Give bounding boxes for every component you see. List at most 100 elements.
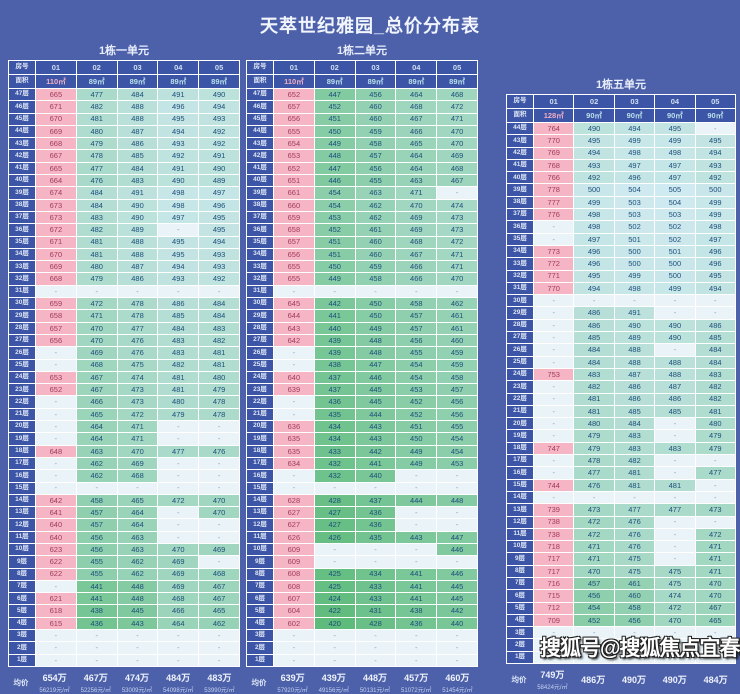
dash-cell: - bbox=[76, 482, 117, 494]
table-title: 1栋二单元 bbox=[336, 45, 388, 57]
average-cell: 439万 49156元/㎡ bbox=[313, 671, 354, 694]
area-header: 89㎡ bbox=[199, 75, 239, 88]
average-label: 均价 bbox=[13, 677, 29, 687]
price-cell: 501 bbox=[614, 233, 655, 245]
dash-cell: - bbox=[355, 556, 396, 568]
dash-cell: - bbox=[158, 642, 199, 654]
price-cell: 473 bbox=[117, 396, 158, 408]
price-cell: 427 bbox=[314, 507, 355, 519]
price-cell: 476 bbox=[117, 334, 158, 347]
dash-cell: - bbox=[158, 224, 199, 236]
price-cell: 474 bbox=[437, 199, 477, 211]
price-cell: 425 bbox=[314, 568, 355, 580]
price-cell: 468 bbox=[437, 89, 477, 101]
price-cell: 503 bbox=[614, 196, 655, 209]
floor-label: 34层 bbox=[247, 248, 273, 261]
price-cell: 652 bbox=[36, 384, 76, 396]
price-cell: 488 bbox=[614, 344, 655, 356]
price-cell: 481 bbox=[76, 236, 117, 248]
price-cell: 481 bbox=[655, 479, 695, 491]
floor-label: 44层 bbox=[507, 123, 533, 135]
price-cell: 488 bbox=[117, 236, 158, 248]
floor-label: 32层 bbox=[9, 273, 35, 285]
price-cell: 483 bbox=[158, 347, 199, 359]
price-table-unit2: 1栋二单元 房号 01 02 03 04 05 面积 110㎡ 89㎡ 89㎡ 89㎡ 89㎡ 47层 65… bbox=[246, 44, 478, 694]
floor-label: 26层 bbox=[507, 344, 533, 356]
floor-label: 2层 bbox=[247, 642, 273, 654]
floor-label: 24层 bbox=[247, 371, 273, 384]
price-cell: 470 bbox=[695, 590, 735, 602]
dash-cell: - bbox=[158, 421, 199, 433]
area-header: 89㎡ bbox=[355, 75, 396, 88]
price-cell: 478 bbox=[117, 310, 158, 322]
price-cell: 456 bbox=[76, 531, 117, 543]
dash-cell: - bbox=[314, 654, 355, 666]
price-cell: 490 bbox=[574, 123, 614, 135]
dash-cell: - bbox=[199, 519, 239, 531]
price-cell: 658 bbox=[274, 224, 314, 236]
price-cell: 425 bbox=[314, 580, 355, 593]
price-cell: 481 bbox=[76, 113, 117, 125]
floor-label: 34层 bbox=[9, 248, 35, 261]
price-cell: 470 bbox=[396, 199, 437, 211]
price-cell: 441 bbox=[76, 580, 117, 593]
floor-label: 43层 bbox=[507, 135, 533, 147]
price-cell: 450 bbox=[314, 125, 355, 138]
price-cell: 484 bbox=[117, 89, 158, 101]
price-cell: 622 bbox=[36, 568, 76, 580]
dash-cell: - bbox=[274, 396, 314, 408]
price-cell: 652 bbox=[274, 89, 314, 101]
floor-label: 34层 bbox=[507, 245, 533, 258]
dash-cell: - bbox=[314, 642, 355, 654]
dash-cell: - bbox=[534, 627, 574, 639]
price-cell: 455 bbox=[76, 568, 117, 580]
dash-cell: - bbox=[396, 285, 437, 298]
price-cell: 717 bbox=[534, 553, 574, 565]
price-cell: 451 bbox=[314, 236, 355, 248]
dash-cell: - bbox=[355, 630, 396, 642]
price-cell: 494 bbox=[158, 125, 199, 138]
price-cell: 434 bbox=[355, 568, 396, 580]
floor-label: 22层 bbox=[507, 393, 533, 405]
price-cell: 462 bbox=[76, 457, 117, 470]
price-cell: 457 bbox=[437, 384, 477, 396]
dash-cell: - bbox=[534, 651, 574, 664]
price-cell: 473 bbox=[437, 224, 477, 236]
price-cell: 453 bbox=[437, 457, 477, 470]
price-cell: 640 bbox=[36, 531, 76, 543]
floor-label: 23层 bbox=[507, 381, 533, 393]
price-cell: 460 bbox=[355, 236, 396, 248]
price-cell: 450 bbox=[396, 433, 437, 445]
average-unit-price: 54098元/㎡ bbox=[163, 687, 194, 694]
price-cell: 486 bbox=[117, 138, 158, 150]
price-cell: 498 bbox=[655, 147, 695, 159]
price-cell: 497 bbox=[695, 233, 735, 245]
price-cell: 438 bbox=[314, 359, 355, 371]
price-cell: 492 bbox=[199, 125, 239, 138]
floor-label: 8层 bbox=[247, 568, 273, 580]
dash-cell: - bbox=[396, 470, 437, 482]
price-cell: 501 bbox=[655, 245, 695, 258]
price-cell: 470 bbox=[437, 125, 477, 138]
floor-label: 7层 bbox=[247, 580, 273, 593]
price-cell: 499 bbox=[695, 209, 735, 221]
price-cell: 453 bbox=[396, 384, 437, 396]
area-header: 89㎡ bbox=[158, 75, 199, 88]
price-cell: 473 bbox=[695, 504, 735, 516]
price-cell: 772 bbox=[534, 258, 574, 270]
dash-cell: - bbox=[534, 491, 574, 504]
price-cell: 655 bbox=[274, 125, 314, 138]
price-cell: 651 bbox=[274, 175, 314, 187]
floor-label: 33层 bbox=[9, 261, 35, 273]
price-cell: 477 bbox=[76, 162, 117, 175]
price-cell: 470 bbox=[655, 614, 695, 627]
dash-cell: - bbox=[199, 457, 239, 470]
dash-cell: - bbox=[274, 654, 314, 666]
price-cell: 495 bbox=[574, 270, 614, 282]
price-cell: 459 bbox=[355, 125, 396, 138]
price-cell: 463 bbox=[396, 175, 437, 187]
price-cell: 457 bbox=[396, 310, 437, 322]
price-cell: 485 bbox=[614, 405, 655, 418]
price-cell: 420 bbox=[314, 617, 355, 630]
average-cell: 474万 53009元/㎡ bbox=[116, 671, 157, 694]
